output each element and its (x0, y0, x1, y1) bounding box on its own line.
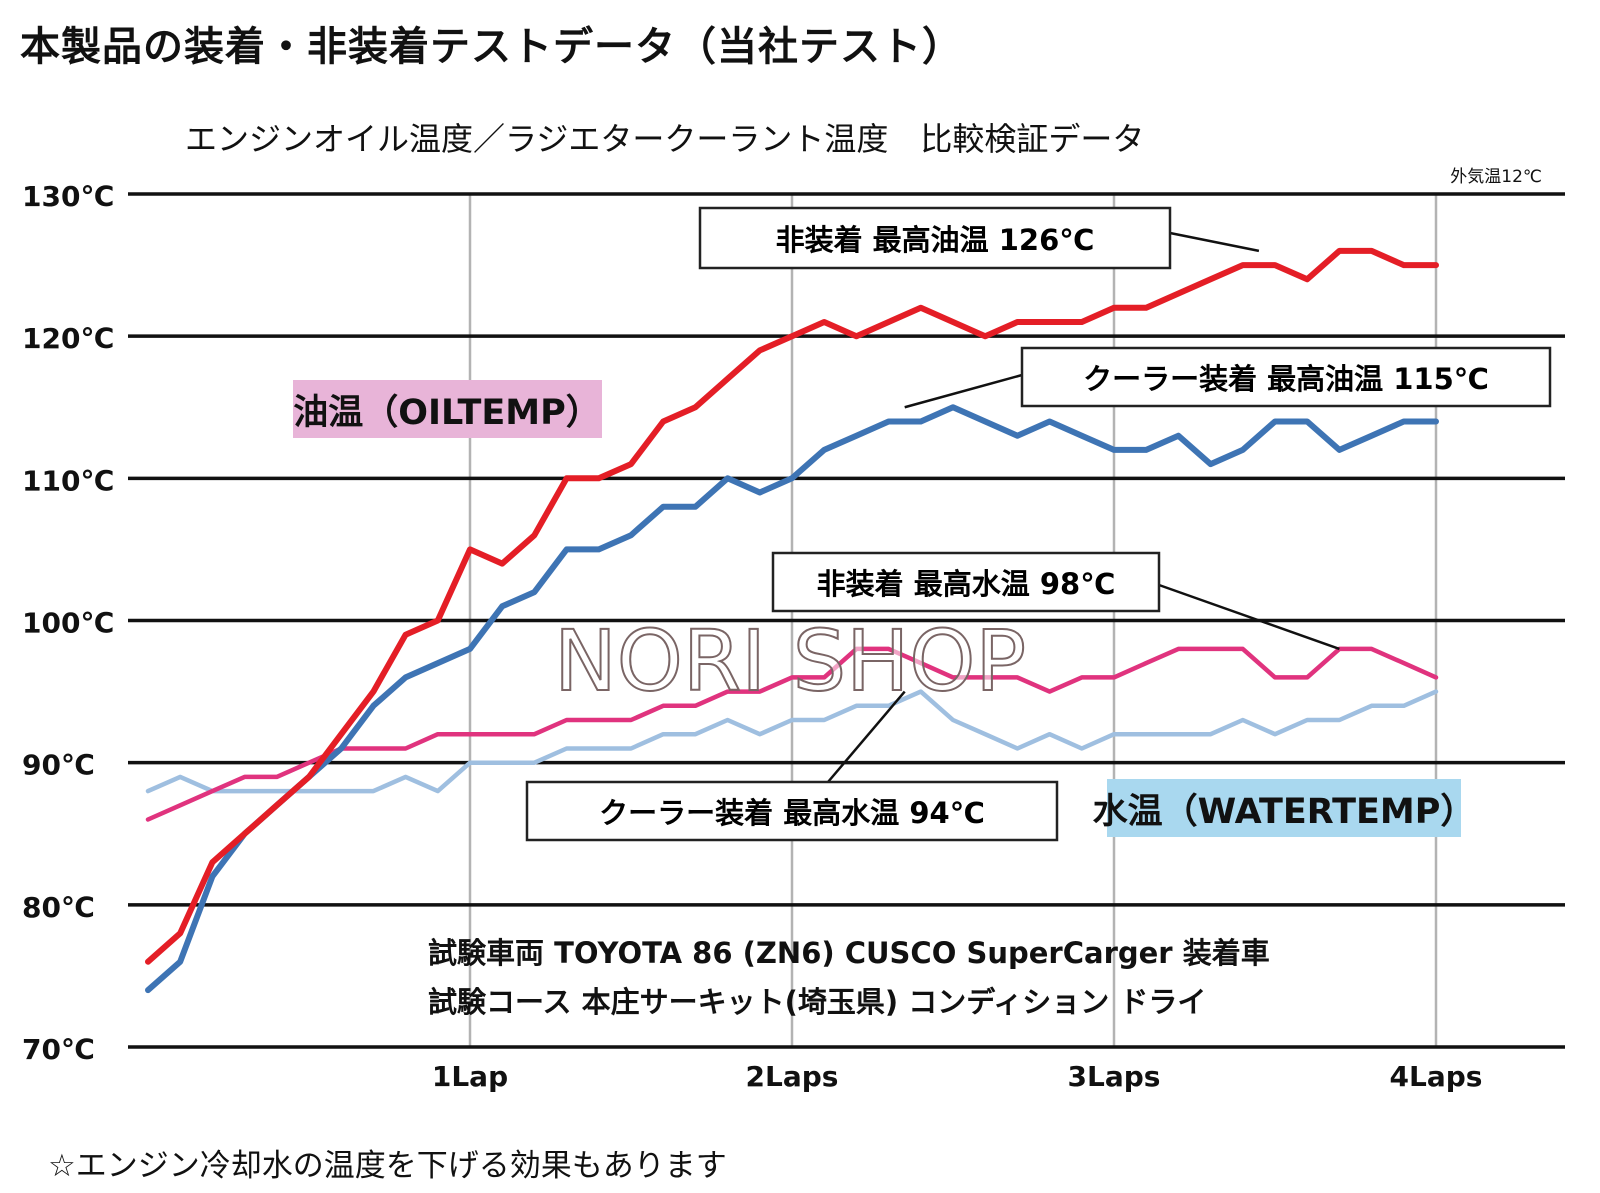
series-line-oil-no-cooler (145, 247, 1439, 965)
oil-temp-label: 油温（OILTEMP） (293, 380, 602, 438)
series-line-water-no-cooler (145, 646, 1439, 822)
y-tick-label-130: 130℃ (22, 180, 114, 213)
callout-water-no-cooler-text: 非装着 最高水温 98℃ (817, 567, 1116, 601)
watermark: NORI SHOP (554, 612, 1026, 710)
y-tick-label-90: 90℃ (22, 749, 95, 782)
y-tick-label-110: 110℃ (22, 464, 114, 497)
footnote: ☆エンジン冷却水の温度を下げる効果もあります (48, 1148, 727, 1184)
callout-water-cooler: クーラー装着 最高水温 94℃ (525, 780, 1059, 842)
oil-temp-label-text: 油温（OILTEMP） (293, 393, 601, 433)
y-axis-ticks: 130℃ 120℃ 110℃ 100℃ 90℃ 80℃ 70℃ (22, 180, 114, 1066)
x-tick-label-2: 2Laps (746, 1060, 839, 1093)
callout-leaders (827, 231, 1340, 783)
callout-water-no-cooler: 非装着 最高水温 98℃ (771, 551, 1161, 613)
x-tick-label-1: 1Lap (432, 1060, 508, 1093)
page-title: 本製品の装着・非装着テストデータ（当社テスト） (20, 24, 963, 70)
test-conditions: 試験車両 TOYOTA 86 (ZN6) CUSCO SuperCarger 装… (428, 936, 1270, 1019)
y-tick-label-70: 70℃ (22, 1033, 95, 1066)
water-temp-label: 水温（WATERTEMP） (1093, 779, 1476, 837)
callout-leader-4 (827, 690, 906, 783)
ambient-temperature-note: 外気温12℃ (1450, 167, 1542, 187)
x-tick-label-3: 3Laps (1068, 1060, 1161, 1093)
series-line-oil-cooler (145, 404, 1439, 994)
callout-oil-cooler: クーラー装着 最高油温 115℃ (1020, 346, 1552, 408)
temperature-comparison-chart: エンジンオイル温度／ラジエタークーラント温度 比較検証データ 外気温12℃ 13… (22, 120, 1565, 1093)
y-tick-label-100: 100℃ (22, 607, 114, 640)
x-axis-ticks: 1Lap 2Laps 3Laps 4Laps (432, 1060, 1483, 1093)
y-tick-label-120: 120℃ (22, 322, 114, 355)
callout-leader-2 (904, 373, 1023, 409)
callout-leader-3 (1158, 583, 1340, 651)
callout-water-cooler-text: クーラー装着 最高水温 94℃ (599, 796, 985, 830)
x-tick-label-4: 4Laps (1390, 1060, 1483, 1093)
water-temp-label-text: 水温（WATERTEMP） (1093, 792, 1476, 832)
horizontal-grid (128, 192, 1565, 1049)
callout-oil-cooler-text: クーラー装着 最高油温 115℃ (1083, 362, 1489, 396)
series-line-water-cooler (145, 689, 1439, 794)
callout-oil-no-cooler: 非装着 最高油温 126℃ (698, 206, 1172, 270)
y-tick-label-80: 80℃ (22, 891, 95, 924)
chart-title: エンジンオイル温度／ラジエタークーラント温度 比較検証データ (185, 120, 1144, 158)
series-layer (145, 247, 1439, 994)
callout-leader-1 (1169, 231, 1260, 253)
callout-oil-no-cooler-text: 非装着 最高油温 126℃ (776, 223, 1095, 257)
test-course-note: 試験コース 本庄サーキット(埼玉県) コンディション ドライ (428, 985, 1206, 1019)
test-vehicle-note: 試験車両 TOYOTA 86 (ZN6) CUSCO SuperCarger 装… (428, 936, 1270, 970)
